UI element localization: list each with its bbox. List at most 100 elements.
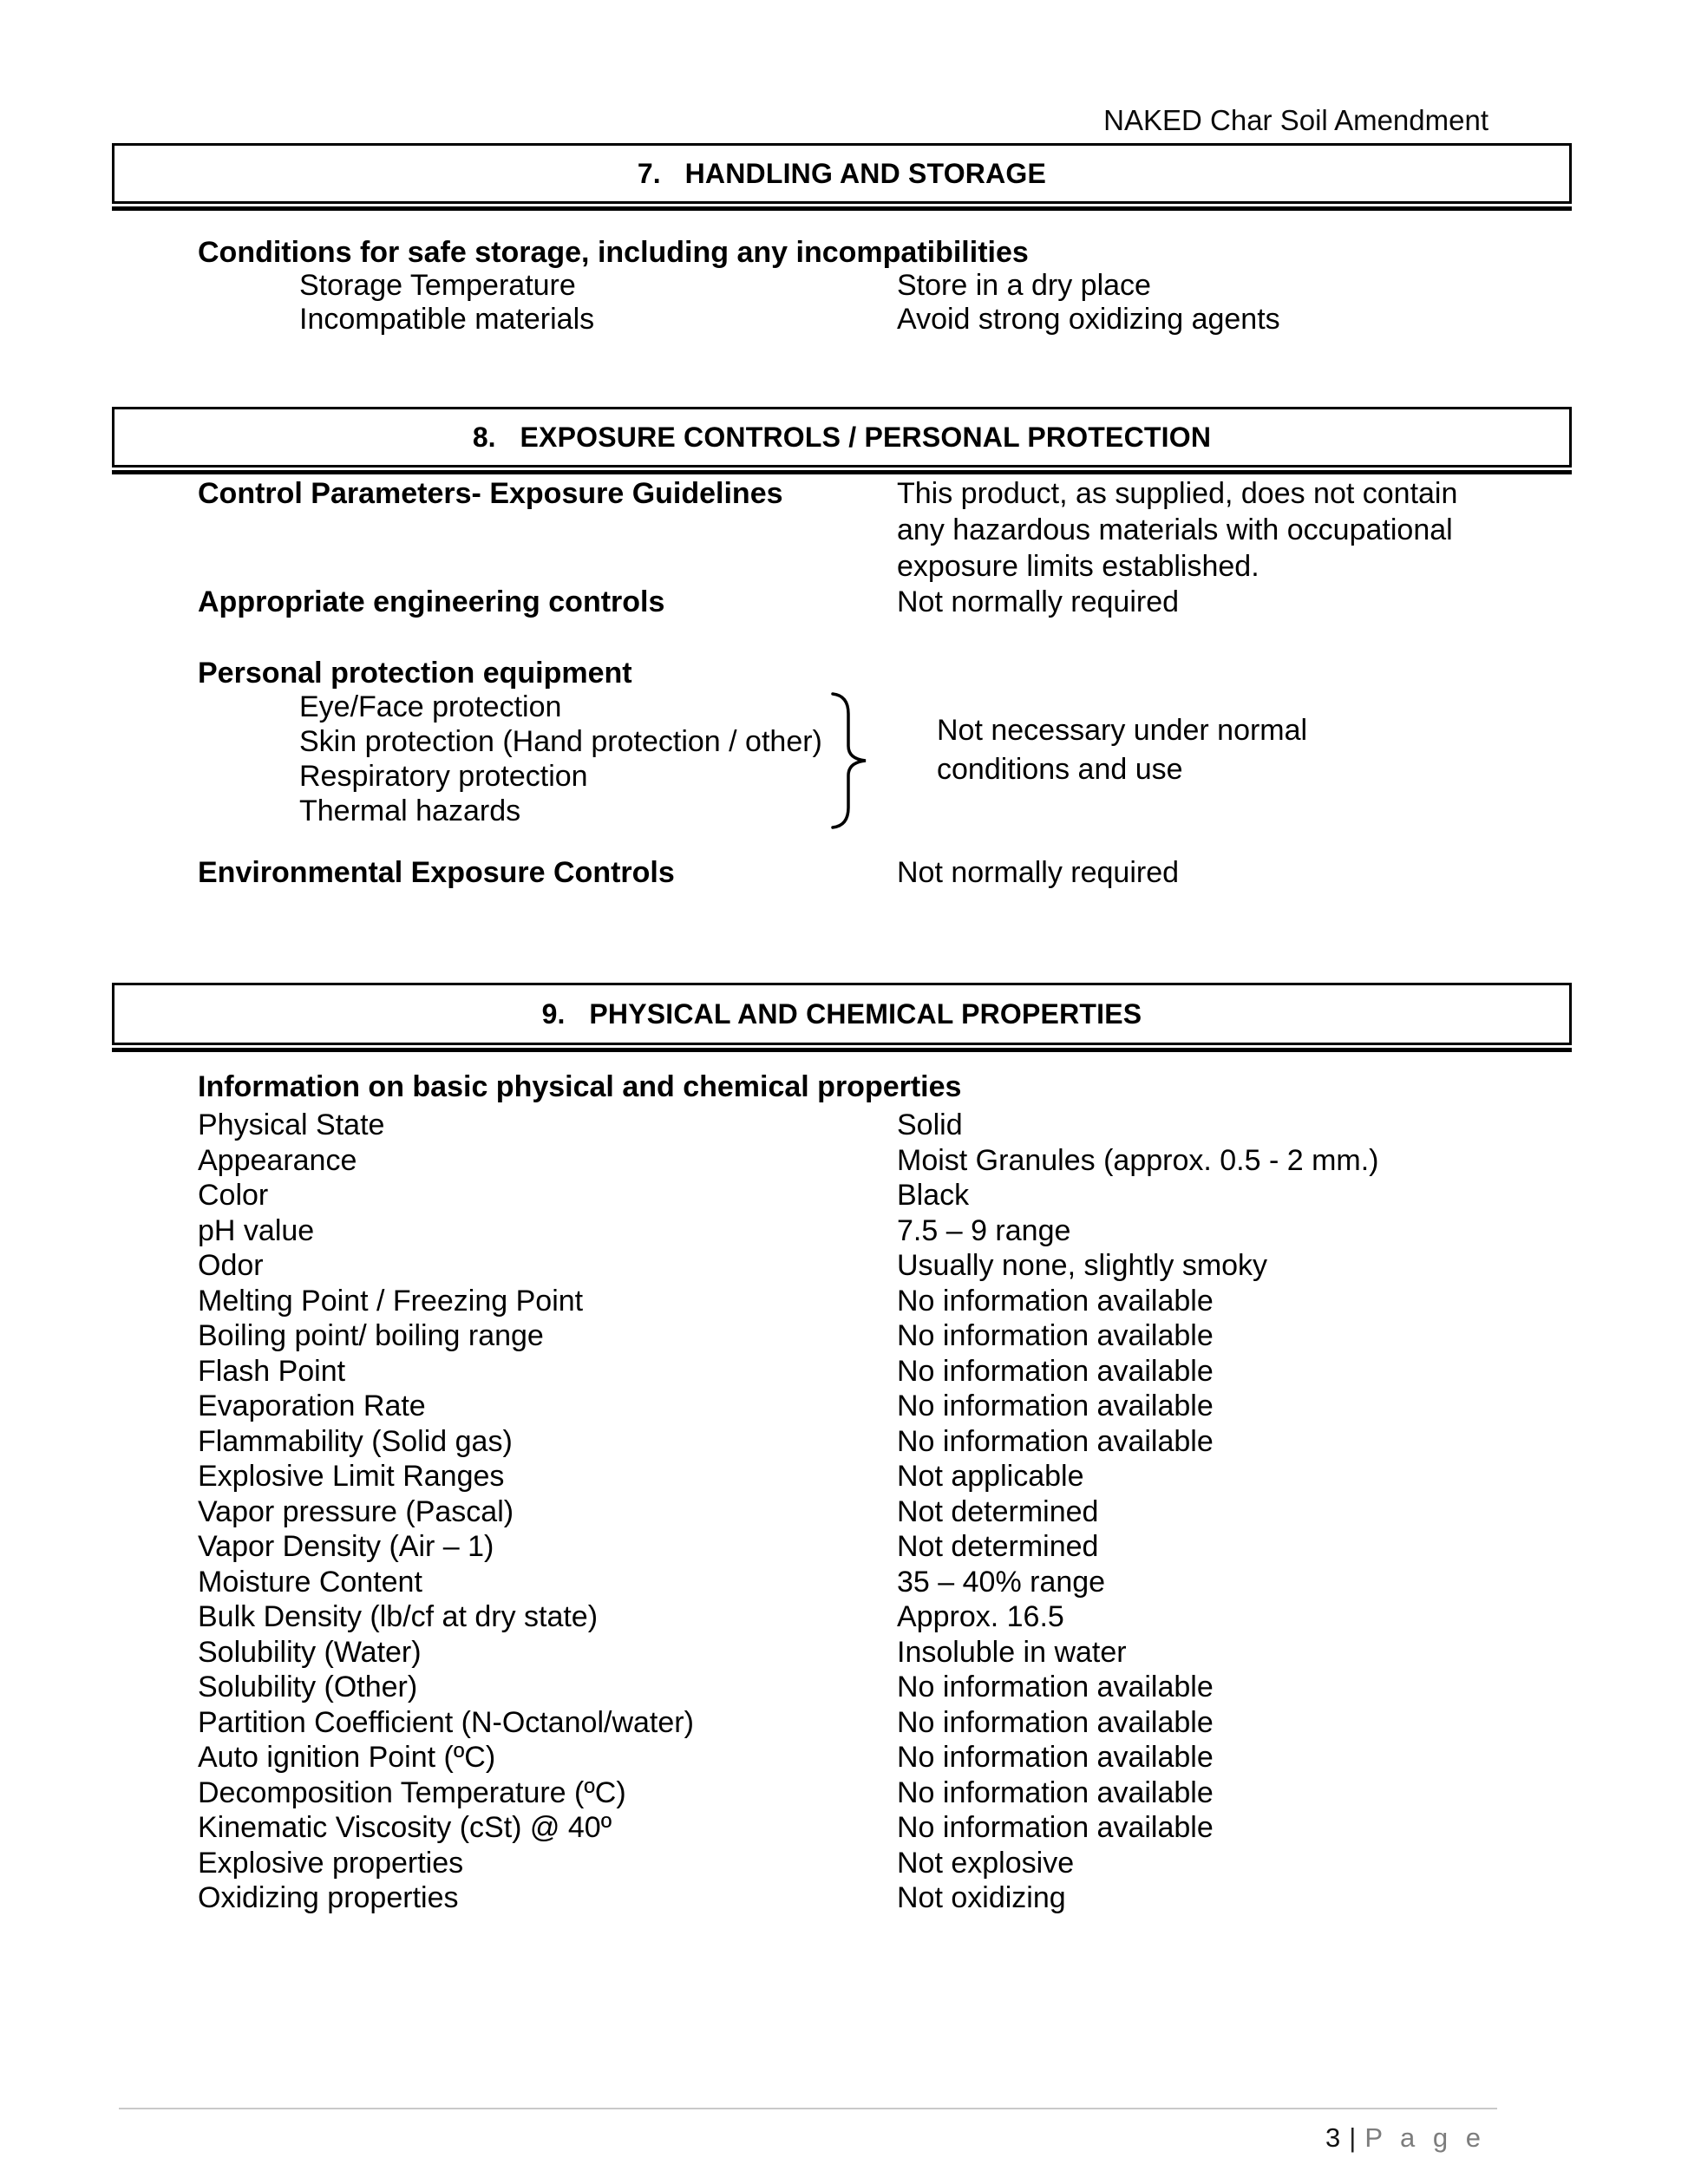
section-8-title-box: 8. EXPOSURE CONTROLS / PERSONAL PROTECTI… [112, 407, 1572, 474]
row-value: 7.5 – 9 range [897, 1213, 1071, 1247]
row-value: No information available [897, 1671, 1214, 1703]
row-label: Vapor pressure (Pascal) [198, 1494, 514, 1528]
table-row: Incompatible materials Avoid strong oxid… [299, 303, 1514, 337]
ppe-heading: Personal protection equipment [198, 657, 632, 690]
row-label: Physical State [198, 1108, 385, 1141]
table-row: Explosive properties Not explosive [198, 1846, 1516, 1881]
row-value: This product, as supplied, does not cont… [897, 475, 1499, 585]
list-item: Eye/Face protection [299, 690, 562, 723]
row-value: Not determined [897, 1494, 1099, 1528]
row-label: Solubility (Other) [198, 1671, 418, 1703]
row-value: No information available [897, 1741, 1214, 1774]
row-label: Boiling point/ boiling range [198, 1319, 544, 1352]
section-7-rows: Storage Temperature Store in a dry place… [299, 269, 1514, 337]
physical-properties-heading: Information on basic physical and chemic… [198, 1070, 962, 1103]
table-row: Flammability (Solid gas) No information a… [198, 1424, 1516, 1460]
table-row: Appearance Moist Granules (approx. 0.5 - … [198, 1143, 1516, 1179]
row-value: Moist Granules (approx. 0.5 - 2 mm.) [897, 1143, 1379, 1177]
ppe-note: Not necessary under normal conditions an… [937, 711, 1307, 789]
row-label: Flash Point [198, 1354, 346, 1388]
note-line: Not necessary under normal [937, 714, 1308, 747]
row-label: Incompatible materials [299, 303, 595, 336]
row-label: Oxidizing properties [198, 1881, 459, 1914]
row-label: Partition Coefficient (N-Octanol/water) [198, 1705, 694, 1739]
section-7-number: 7. [637, 157, 661, 189]
row-label: Auto ignition Point (ºC) [198, 1741, 496, 1774]
table-row: Color Black [198, 1178, 1516, 1213]
section-9-property-table: Physical State Solid Appearance Moist Gran… [198, 1108, 1516, 1916]
row-label: Appearance [198, 1143, 357, 1177]
row-value: Usually none, slightly smoky [897, 1249, 1268, 1282]
row-label: Appropriate engineering controls [198, 585, 665, 618]
table-row: Odor Usually none, slightly smoky [198, 1248, 1516, 1284]
row-value: Approx. 16.5 [897, 1600, 1064, 1633]
row-value: Not normally required [897, 585, 1180, 618]
row-label: Evaporation Rate [198, 1390, 426, 1422]
table-row: Vapor Density (Air – 1) Not determined [198, 1529, 1516, 1565]
row-value: Solid [897, 1108, 963, 1141]
row-value: Not applicable [897, 1460, 1084, 1493]
row-label: pH value [198, 1213, 315, 1247]
row-value: Not determined [897, 1530, 1099, 1563]
row-value: No information available [897, 1705, 1214, 1739]
row-label: Bulk Density (lb/cf at dry state) [198, 1600, 599, 1633]
row-value: No information available [897, 1424, 1214, 1458]
table-row: Decomposition Temperature (ºC) No informa… [198, 1775, 1516, 1811]
row-value: Black [897, 1179, 970, 1212]
row-label: Decomposition Temperature (ºC) [198, 1775, 626, 1809]
section-7-title-box: 7. HANDLING AND STORAGE [112, 143, 1572, 211]
table-row: Bulk Density (lb/cf at dry state) Approx.… [198, 1599, 1516, 1635]
section-9-title: PHYSICAL AND CHEMICAL PROPERTIES [589, 997, 1142, 1030]
list-item: Skin protection (Hand protection / other… [299, 725, 822, 758]
row-value: No information available [897, 1284, 1214, 1318]
document-header-product-name: NAKED Char Soil Amendment [1103, 104, 1488, 136]
table-row: Solubility (Other) No information availab… [198, 1670, 1516, 1705]
footer-separator: | [1349, 2122, 1357, 2153]
table-row: Evaporation Rate No information available [198, 1389, 1516, 1424]
footer-divider [119, 2108, 1497, 2109]
row-value: No information available [897, 1811, 1214, 1844]
row-label: Storage Temperature [299, 269, 576, 302]
value-line: This product, as supplied, does not cont… [897, 477, 1458, 510]
value-line: exposure limits established. [897, 550, 1259, 583]
section-9-number: 9. [541, 997, 566, 1030]
list-item: Respiratory protection [299, 760, 588, 793]
row-value: No information available [897, 1319, 1214, 1352]
engineering-controls-row: Appropriate engineering controls Not nor… [198, 584, 1499, 620]
control-parameters-row: Control Parameters- Exposure Guidelines … [198, 475, 1499, 585]
row-value: Not oxidizing [897, 1881, 1066, 1914]
section-8-number: 8. [472, 421, 496, 453]
table-row: Oxidizing properties Not oxidizing [198, 1880, 1516, 1916]
table-row: Explosive Limit Ranges Not applicable [198, 1459, 1516, 1494]
row-label: Control Parameters- Exposure Guidelines [198, 477, 783, 510]
section-9-title-box: 9. PHYSICAL AND CHEMICAL PROPERTIES [112, 983, 1572, 1052]
value-line: any hazardous materials with occupationa… [897, 513, 1453, 546]
page-number: 3 [1325, 2122, 1341, 2153]
row-label: Kinematic Viscosity (cSt) @ 40º [198, 1811, 612, 1844]
note-line: conditions and use [937, 753, 1183, 786]
table-row: Partition Coefficient (N-Octanol/water) N… [198, 1705, 1516, 1741]
row-value: Not normally required [897, 856, 1180, 889]
table-row: Melting Point / Freezing Point No informa… [198, 1284, 1516, 1319]
row-label: Odor [198, 1249, 264, 1282]
table-row: Kinematic Viscosity (cSt) @ 40º No inform… [198, 1810, 1516, 1846]
environmental-exposure-row: Environmental Exposure Controls Not norm… [198, 855, 1499, 890]
row-label: Melting Point / Freezing Point [198, 1284, 584, 1318]
row-value: Avoid strong oxidizing agents [897, 303, 1280, 336]
ppe-item-list: Eye/Face protection Skin protection (Han… [299, 690, 822, 828]
row-value: Not explosive [897, 1846, 1075, 1880]
row-label: Explosive properties [198, 1846, 464, 1880]
table-row: pH value 7.5 – 9 range [198, 1213, 1516, 1249]
table-row: Physical State Solid [198, 1108, 1516, 1143]
row-value: No information available [897, 1354, 1214, 1388]
row-value: Store in a dry place [897, 269, 1151, 302]
grouping-brace-icon [831, 692, 867, 829]
storage-conditions-heading: Conditions for safe storage, including a… [198, 236, 1029, 269]
table-row: Solubility (Water) Insoluble in water [198, 1635, 1516, 1671]
row-value: No information available [897, 1775, 1214, 1809]
section-7-title: HANDLING AND STORAGE [684, 157, 1047, 189]
row-label: Color [198, 1179, 269, 1212]
row-value: No information available [897, 1390, 1214, 1422]
row-label: Solubility (Water) [198, 1635, 422, 1669]
